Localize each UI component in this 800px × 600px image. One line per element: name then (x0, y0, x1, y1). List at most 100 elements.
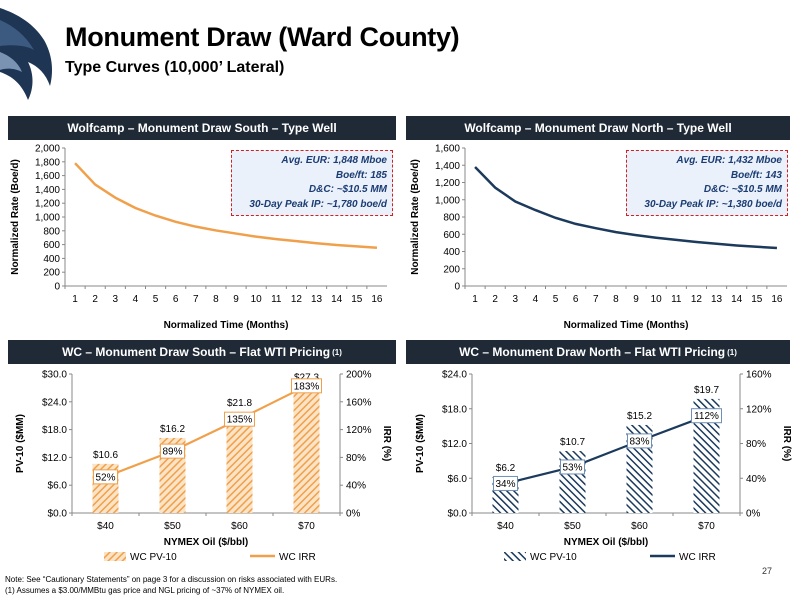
irr-data-label-box (291, 378, 322, 394)
irr-data-label-box (493, 475, 518, 491)
y-tick-label: $6.0 (48, 481, 68, 492)
x-tick-label: 10 (251, 294, 263, 305)
x-tick-label: 15 (751, 294, 763, 305)
x-tick-label: 14 (331, 294, 343, 305)
irr-data-label-box (93, 469, 118, 485)
legend-bar-label: WC PV-10 (530, 552, 577, 563)
y-tick-label: 1,200 (35, 199, 60, 210)
y-right-tick-label: 40% (746, 474, 766, 485)
y-right-tick-label: 200% (346, 370, 372, 381)
x-tick-label: 10 (651, 294, 663, 305)
y-right-tick-label: 160% (346, 397, 372, 408)
footnotes: Note: See “Cautionary Statements” on pag… (5, 574, 337, 596)
y-axis-label: PV-10 ($MM) (415, 414, 426, 473)
callout-dc: D&C: ~$10.5 MM (703, 184, 782, 195)
y-tick-label: 1,000 (35, 213, 60, 224)
y-tick-label: 200 (43, 268, 60, 279)
x-tick-label: 13 (311, 294, 323, 305)
y-tick-label: 0 (454, 282, 460, 293)
irr-data-label: 89% (162, 447, 182, 458)
x-tick-label: $60 (631, 521, 648, 532)
pv10-data-label: $27.3 (294, 373, 319, 384)
x-tick-label: 3 (513, 294, 519, 305)
y-tick-label: 800 (443, 213, 460, 224)
x-tick-label: 13 (711, 294, 723, 305)
pv10-data-label: $16.2 (160, 424, 185, 435)
pv10-bar (293, 386, 320, 513)
x-axis-label: Normalized Time (Months) (564, 320, 689, 331)
panel-header-sup: (1) (332, 347, 342, 357)
x-tick-label: 12 (691, 294, 703, 305)
x-tick-label: 6 (173, 294, 179, 305)
irr-data-label: 83% (629, 436, 649, 447)
type-curve-line (474, 166, 778, 250)
x-tick-label: $70 (298, 521, 315, 532)
page-title: Monument Draw (Ward County) (65, 22, 460, 52)
x-axis-label: Normalized Time (Months) (164, 320, 289, 331)
x-tick-label: 15 (351, 294, 363, 305)
callout-eur: Avg. EUR: 1,848 Mboe (281, 155, 387, 166)
panel-header-north-pricing: WC – Monument Draw North – Flat WTI Pric… (406, 340, 790, 364)
x-tick-label: 9 (633, 294, 639, 305)
x-tick-label: 12 (291, 294, 303, 305)
y-right-axis-label: IRR (%) (781, 426, 792, 462)
y-right-axis-label: IRR (%) (381, 426, 392, 462)
y-tick-label: $24.0 (442, 370, 467, 381)
x-tick-label: 5 (553, 294, 559, 305)
callout-boe-ft: Boe/ft: 143 (730, 169, 782, 181)
y-tick-label: $30.0 (42, 370, 67, 381)
x-tick-label: 7 (593, 294, 599, 305)
y-tick-label: 200 (443, 264, 460, 275)
x-tick-label: 2 (492, 294, 498, 305)
irr-data-label-box (560, 459, 585, 475)
x-axis-label: NYMEX Oil ($/bbl) (564, 537, 648, 548)
pv10-bar (226, 411, 253, 513)
company-logo-icon (0, 8, 52, 100)
y-tick-label: 600 (43, 240, 60, 251)
x-tick-label: 6 (573, 294, 579, 305)
y-right-tick-label: 0% (746, 509, 761, 520)
callout-peak-ip: 30-Day Peak IP: ~1,780 boe/d (249, 198, 387, 210)
x-tick-label: 9 (233, 294, 239, 305)
irr-data-label: 34% (495, 479, 515, 490)
y-tick-label: 2,000 (35, 144, 60, 155)
south-pricing-chart: $0.0 $6.0 $12.0 $18.0 $24.0 $30.0 0% 40% 80% 120%… (15, 370, 392, 564)
panel-header-text: WC – Monument Draw South – Flat WTI Pric… (62, 345, 331, 359)
x-tick-label: $40 (97, 521, 114, 532)
y-tick-label: 1,600 (435, 144, 460, 155)
panel-header-sup: (1) (727, 347, 737, 357)
x-tick-label: 2 (92, 294, 98, 305)
y-tick-label: $0.0 (448, 509, 468, 520)
x-tick-label: $40 (497, 521, 514, 532)
y-right-tick-label: 120% (346, 425, 372, 436)
footnote-1: (1) Assumes a $3.00/MMBtu gas price and … (5, 586, 285, 595)
y-right-tick-label: 0% (346, 509, 361, 520)
pv10-data-label: $21.8 (227, 398, 252, 409)
y-right-tick-label: 160% (746, 370, 772, 381)
callout-peak-ip: 30-Day Peak IP: ~1,380 boe/d (644, 198, 782, 210)
y-tick-label: 800 (43, 226, 60, 237)
pv10-data-label: $19.7 (694, 385, 719, 396)
x-tick-label: 5 (153, 294, 159, 305)
y-tick-label: 0 (54, 282, 60, 293)
y-axis-label: Normalized Rate (Boe/d) (10, 159, 21, 275)
x-tick-label: 11 (271, 294, 282, 305)
x-tick-label: 3 (113, 294, 119, 305)
y-tick-label: $24.0 (42, 397, 67, 408)
y-tick-label: $6.0 (448, 474, 468, 485)
x-tick-label: $50 (564, 521, 581, 532)
irr-data-label: 183% (294, 381, 320, 392)
pv10-data-label: $15.2 (627, 411, 652, 422)
panel-header-north-type-well: Wolfcamp – Monument Draw North – Type We… (406, 116, 790, 140)
callout-eur: Avg. EUR: 1,432 Mboe (676, 155, 782, 166)
legend-bar-swatch (504, 552, 526, 561)
north-type-well-callout: Avg. EUR: 1,432 Mboe Boe/ft: 143 D&C: ~$… (626, 150, 788, 216)
north-pricing-chart: $0.0 $6.0 $12.0 $18.0 $24.0 0% 40% 80% 120% 160% $… (415, 370, 792, 564)
pv10-data-label: $10.7 (560, 437, 585, 448)
x-tick-label: 8 (613, 294, 619, 305)
y-tick-label: $12.0 (442, 439, 467, 450)
y-axis-label: PV-10 ($MM) (15, 414, 26, 473)
page-subtitle: Type Curves (10,000’ Lateral) (65, 59, 285, 76)
y-tick-label: $12.0 (42, 453, 67, 464)
